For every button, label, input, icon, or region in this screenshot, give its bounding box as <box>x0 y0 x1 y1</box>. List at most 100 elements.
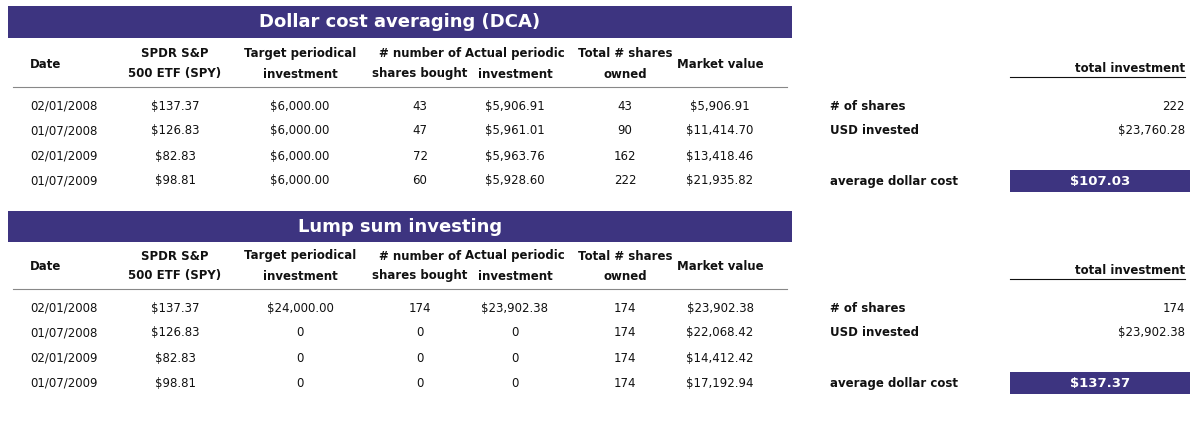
Text: 174: 174 <box>613 352 636 365</box>
Text: 0: 0 <box>416 326 424 340</box>
Text: $82.83: $82.83 <box>155 352 196 365</box>
Text: $6,000.00: $6,000.00 <box>270 124 330 138</box>
Text: 174: 174 <box>409 301 431 314</box>
Text: $107.03: $107.03 <box>1070 174 1130 187</box>
Text: $23,902.38: $23,902.38 <box>481 301 548 314</box>
Text: 02/01/2009: 02/01/2009 <box>30 150 97 163</box>
Text: 0: 0 <box>416 377 424 389</box>
Text: 174: 174 <box>613 377 636 389</box>
Text: Total # shares: Total # shares <box>577 48 672 60</box>
Text: investment: investment <box>263 270 337 282</box>
Text: 43: 43 <box>618 99 632 112</box>
Text: $21,935.82: $21,935.82 <box>686 174 754 187</box>
Text: 43: 43 <box>413 99 427 112</box>
Text: 174: 174 <box>613 301 636 314</box>
Text: # of shares: # of shares <box>830 99 906 112</box>
Text: $17,192.94: $17,192.94 <box>686 377 754 389</box>
Text: 0: 0 <box>511 377 518 389</box>
Text: total investment: total investment <box>1075 62 1186 75</box>
Text: 01/07/2008: 01/07/2008 <box>30 326 97 340</box>
Text: 500 ETF (SPY): 500 ETF (SPY) <box>128 67 222 80</box>
Text: Market value: Market value <box>677 259 763 273</box>
Text: 0: 0 <box>296 377 304 389</box>
Text: 01/07/2009: 01/07/2009 <box>30 174 97 187</box>
Text: Total # shares: Total # shares <box>577 250 672 262</box>
Text: owned: owned <box>604 67 647 80</box>
Text: Date: Date <box>30 58 61 71</box>
Text: $126.83: $126.83 <box>151 326 199 340</box>
Text: investment: investment <box>478 270 552 282</box>
Text: 60: 60 <box>413 174 427 187</box>
Text: 0: 0 <box>296 326 304 340</box>
Text: 174: 174 <box>1163 301 1186 314</box>
Text: average dollar cost: average dollar cost <box>830 377 958 389</box>
Text: $5,961.01: $5,961.01 <box>485 124 545 138</box>
Text: # number of: # number of <box>379 250 461 262</box>
Text: $5,906.91: $5,906.91 <box>485 99 545 112</box>
Text: $22,068.42: $22,068.42 <box>686 326 754 340</box>
Text: Actual periodic: Actual periodic <box>466 48 565 60</box>
Text: Actual periodic: Actual periodic <box>466 250 565 262</box>
FancyBboxPatch shape <box>8 6 792 38</box>
Text: 0: 0 <box>511 326 518 340</box>
Text: 01/07/2009: 01/07/2009 <box>30 377 97 389</box>
Text: average dollar cost: average dollar cost <box>830 174 958 187</box>
Text: # of shares: # of shares <box>830 301 906 314</box>
Text: 0: 0 <box>296 352 304 365</box>
Text: $6,000.00: $6,000.00 <box>270 99 330 112</box>
Text: owned: owned <box>604 270 647 282</box>
Text: 47: 47 <box>413 124 427 138</box>
Text: 01/07/2008: 01/07/2008 <box>30 124 97 138</box>
Text: investment: investment <box>263 67 337 80</box>
Text: $6,000.00: $6,000.00 <box>270 150 330 163</box>
Text: $23,760.28: $23,760.28 <box>1118 124 1186 138</box>
Text: shares bought: shares bought <box>372 270 468 282</box>
Text: Target periodical: Target periodical <box>244 250 356 262</box>
Text: USD invested: USD invested <box>830 124 919 138</box>
Text: SPDR S&P: SPDR S&P <box>142 250 209 262</box>
Text: 222: 222 <box>1163 99 1186 112</box>
Text: USD invested: USD invested <box>830 326 919 340</box>
Text: investment: investment <box>478 67 552 80</box>
Text: 500 ETF (SPY): 500 ETF (SPY) <box>128 270 222 282</box>
Text: $24,000.00: $24,000.00 <box>266 301 334 314</box>
Text: Dollar cost averaging (DCA): Dollar cost averaging (DCA) <box>259 13 540 31</box>
Text: $126.83: $126.83 <box>151 124 199 138</box>
Text: $23,902.38: $23,902.38 <box>686 301 754 314</box>
Text: $5,928.60: $5,928.60 <box>485 174 545 187</box>
Text: shares bought: shares bought <box>372 67 468 80</box>
Text: 0: 0 <box>511 352 518 365</box>
Text: Lump sum investing: Lump sum investing <box>298 218 502 235</box>
Text: $5,906.91: $5,906.91 <box>690 99 750 112</box>
Text: 0: 0 <box>416 352 424 365</box>
Text: 72: 72 <box>413 150 427 163</box>
Text: 02/01/2009: 02/01/2009 <box>30 352 97 365</box>
Text: 162: 162 <box>613 150 636 163</box>
Text: 174: 174 <box>613 326 636 340</box>
Text: 02/01/2008: 02/01/2008 <box>30 99 97 112</box>
Text: $13,418.46: $13,418.46 <box>686 150 754 163</box>
Text: Date: Date <box>30 259 61 273</box>
Text: total investment: total investment <box>1075 263 1186 277</box>
Text: Target periodical: Target periodical <box>244 48 356 60</box>
Text: $82.83: $82.83 <box>155 150 196 163</box>
FancyBboxPatch shape <box>1010 372 1190 394</box>
Text: $98.81: $98.81 <box>155 377 196 389</box>
Text: Market value: Market value <box>677 58 763 71</box>
Text: # number of: # number of <box>379 48 461 60</box>
Text: $98.81: $98.81 <box>155 174 196 187</box>
Text: $137.37: $137.37 <box>1070 377 1130 389</box>
Text: SPDR S&P: SPDR S&P <box>142 48 209 60</box>
Text: $14,412.42: $14,412.42 <box>686 352 754 365</box>
Text: $23,902.38: $23,902.38 <box>1118 326 1186 340</box>
Text: 90: 90 <box>618 124 632 138</box>
Text: 222: 222 <box>613 174 636 187</box>
Text: $6,000.00: $6,000.00 <box>270 174 330 187</box>
Text: 02/01/2008: 02/01/2008 <box>30 301 97 314</box>
Text: $11,414.70: $11,414.70 <box>686 124 754 138</box>
Text: $137.37: $137.37 <box>151 301 199 314</box>
Text: $137.37: $137.37 <box>151 99 199 112</box>
FancyBboxPatch shape <box>8 211 792 242</box>
Text: $5,963.76: $5,963.76 <box>485 150 545 163</box>
FancyBboxPatch shape <box>1010 170 1190 192</box>
